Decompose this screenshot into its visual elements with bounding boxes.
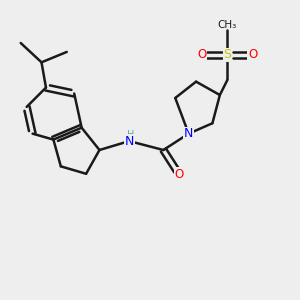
Text: S: S <box>223 48 231 62</box>
Text: O: O <box>248 48 257 62</box>
Text: CH₃: CH₃ <box>218 20 237 30</box>
Text: O: O <box>175 168 184 181</box>
Text: O: O <box>197 48 207 62</box>
Text: H: H <box>127 130 134 140</box>
Text: N: N <box>184 127 193 140</box>
Text: N: N <box>124 135 134 148</box>
